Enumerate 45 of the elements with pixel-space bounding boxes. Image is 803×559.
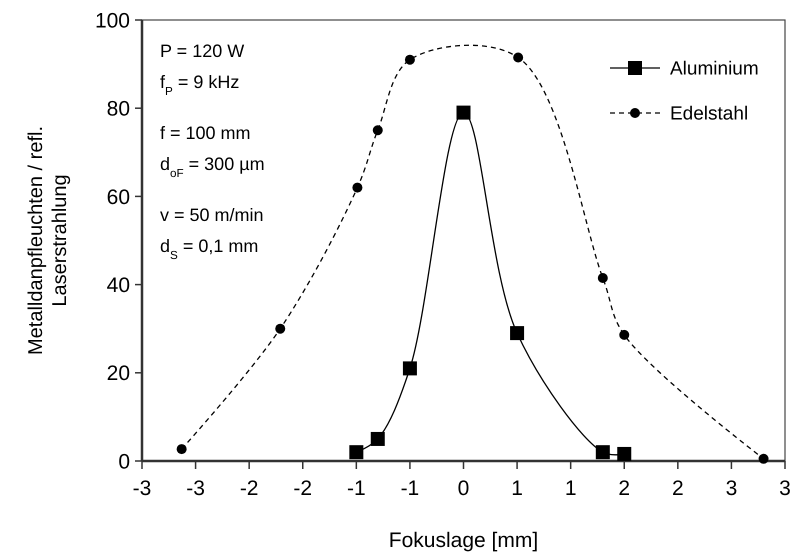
point [176, 444, 187, 454]
point [598, 272, 608, 283]
legend-label: Aluminium [670, 58, 759, 80]
point [275, 324, 286, 334]
point [596, 445, 610, 460]
point [372, 125, 383, 136]
x-tick-label: -1 [346, 477, 366, 500]
y-tick-label: 20 [106, 362, 130, 386]
point [619, 330, 630, 340]
x-tick-label: -2 [293, 477, 312, 500]
annotation: d$_{oF}$ = 300 µm [160, 154, 265, 180]
y-tick-label: 80 [106, 98, 130, 121]
x-axis-title: Fokuslage [mm] [388, 529, 538, 552]
x-tick-label: 2 [618, 477, 630, 500]
x-tick-label: -3 [186, 477, 205, 500]
y-axis-title: Metalldanpfleuchten / refl. Laserstrahlung [25, 126, 71, 356]
annotation: v = 50 m/min [160, 205, 264, 225]
x-tick-label: 1 [564, 477, 577, 500]
y-tick-label: 0 [118, 450, 130, 474]
x-tick-label: -2 [240, 477, 259, 500]
point [617, 446, 632, 461]
point [352, 182, 362, 193]
x-tick-label: 3 [779, 477, 791, 500]
point [349, 445, 364, 460]
legend-label: Edelstahl [670, 104, 748, 125]
point [456, 106, 470, 120]
x-tick-label: -3 [132, 477, 152, 500]
x-tick-label: 0 [458, 477, 470, 500]
point [370, 432, 385, 446]
annotation: f = 100 mm [160, 123, 251, 143]
point [758, 454, 769, 464]
point [404, 54, 415, 65]
y-tick-label: 60 [106, 186, 130, 209]
y-tick-label: 40 [106, 274, 130, 297]
x-tick-label: 2 [672, 477, 684, 500]
point [510, 326, 524, 340]
point [513, 52, 524, 62]
y-tick-label: 100 [94, 9, 130, 32]
point [402, 361, 417, 376]
x-tick-label: 1 [511, 477, 523, 500]
x-tick-label: -1 [400, 477, 420, 500]
annotation: d$_{S}$ = 0,1 mm [160, 236, 258, 262]
x-tick-label: 3 [726, 477, 738, 500]
annotation: P = 120 W [160, 41, 244, 61]
annotation: f$_{P}$ = 9 kHz [160, 72, 240, 98]
